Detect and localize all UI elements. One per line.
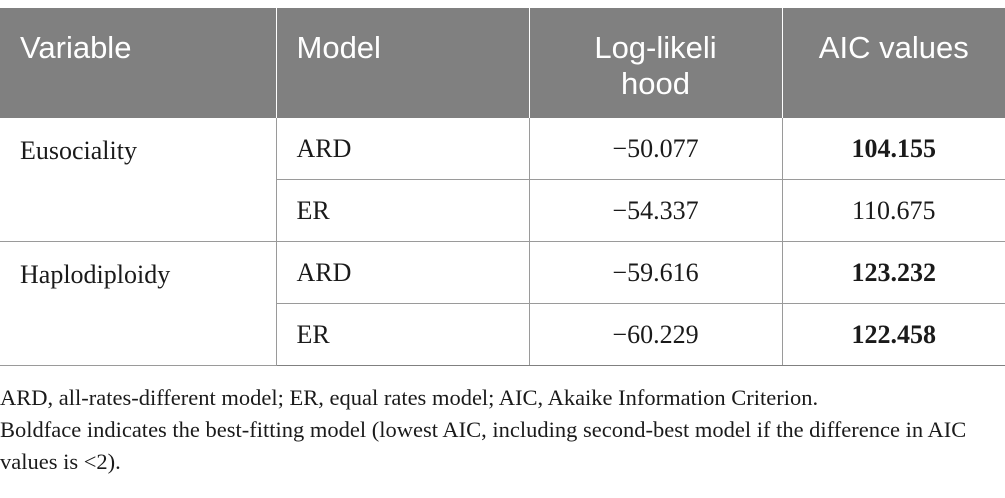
table-row: Haplodiploidy ARD −59.616 123.232 (0, 241, 1005, 366)
table-row: ER −54.337 110.675 (0, 179, 1005, 242)
cell-log-likelihood: −60.229 (529, 303, 783, 366)
cell-model: ARD (276, 241, 530, 304)
table-header: Variable Model Log-likelihood AIC values (0, 8, 1005, 118)
header-variable: Variable (0, 8, 277, 118)
cell-aic: 110.675 (782, 179, 1005, 242)
cell-model: ER (276, 303, 530, 366)
cell-aic: 122.458 (782, 303, 1005, 366)
cell-aic: 123.232 (782, 241, 1005, 304)
header-model: Model (276, 8, 530, 118)
cell-variable: Haplodiploidy (0, 241, 277, 366)
header-log-likelihood-text: Log-likelihood (594, 30, 717, 101)
cell-variable: Eusociality (0, 118, 277, 242)
header-log-likelihood: Log-likelihood (529, 8, 783, 118)
footnote-abbreviations: ARD, all-rates-different model; ER, equa… (0, 385, 819, 410)
cell-model: ARD (276, 118, 530, 180)
header-row: Variable Model Log-likelihood AIC values (0, 8, 1005, 118)
table-footnote: ARD, all-rates-different model; ER, equa… (0, 382, 1005, 478)
footnote-boldface-note: Boldface indicates the best-fitting mode… (0, 417, 967, 474)
cell-log-likelihood: −54.337 (529, 179, 783, 242)
table-body: Eusociality ARD −50.077 104.155 ER −54.3… (0, 118, 1005, 366)
cell-log-likelihood: −59.616 (529, 241, 783, 304)
table-row: ER −60.229 122.458 (0, 303, 1005, 366)
header-aic-values: AIC values (818, 30, 969, 65)
table-row: Eusociality ARD −50.077 104.155 (0, 118, 1005, 242)
results-table: Variable Model Log-likelihood AIC values… (0, 8, 1005, 366)
cell-aic: 104.155 (782, 118, 1005, 180)
cell-model: ER (276, 179, 530, 242)
cell-log-likelihood: −50.077 (529, 118, 783, 180)
